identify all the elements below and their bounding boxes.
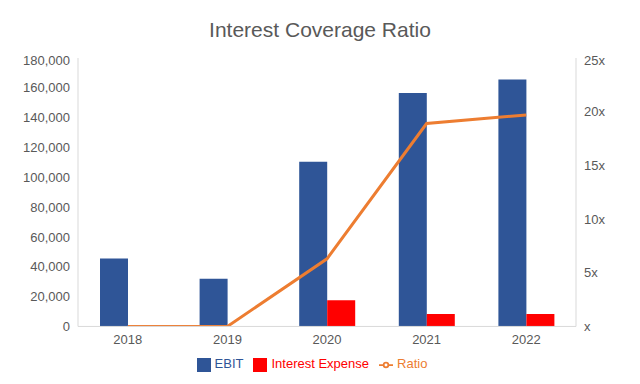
svg-text:2021: 2021 xyxy=(412,332,441,347)
svg-text:100,000: 100,000 xyxy=(23,170,70,185)
svg-text:140,000: 140,000 xyxy=(23,110,70,125)
svg-text:25x: 25x xyxy=(584,53,605,68)
svg-text:60,000: 60,000 xyxy=(30,230,70,245)
svg-text:5x: 5x xyxy=(584,265,598,280)
svg-text:x: x xyxy=(584,319,591,334)
svg-text:2022: 2022 xyxy=(512,332,541,347)
html-text:Ratio: Ratio xyxy=(397,356,428,372)
svg-text:180,000: 180,000 xyxy=(23,53,70,68)
svg-text:120,000: 120,000 xyxy=(23,140,70,155)
svg-text:80,000: 80,000 xyxy=(30,200,70,215)
svg-text:2019: 2019 xyxy=(213,332,242,347)
svg-text:2020: 2020 xyxy=(313,332,342,347)
svg-text:0: 0 xyxy=(63,319,70,334)
svg-text:2018: 2018 xyxy=(113,332,142,347)
svg-text:10x: 10x xyxy=(584,212,605,227)
svg-text:160,000: 160,000 xyxy=(23,80,70,95)
html-text:EBIT: EBIT xyxy=(214,356,244,372)
svg-text:40,000: 40,000 xyxy=(30,259,70,274)
svg-text:20,000: 20,000 xyxy=(30,289,70,304)
html-text:Interest Expense: Interest Expense xyxy=(271,356,369,372)
svg-text:20x: 20x xyxy=(584,104,605,119)
svg-text:15x: 15x xyxy=(584,158,605,173)
html-text:Interest Coverage Ratio: Interest Coverage Ratio xyxy=(209,18,431,41)
